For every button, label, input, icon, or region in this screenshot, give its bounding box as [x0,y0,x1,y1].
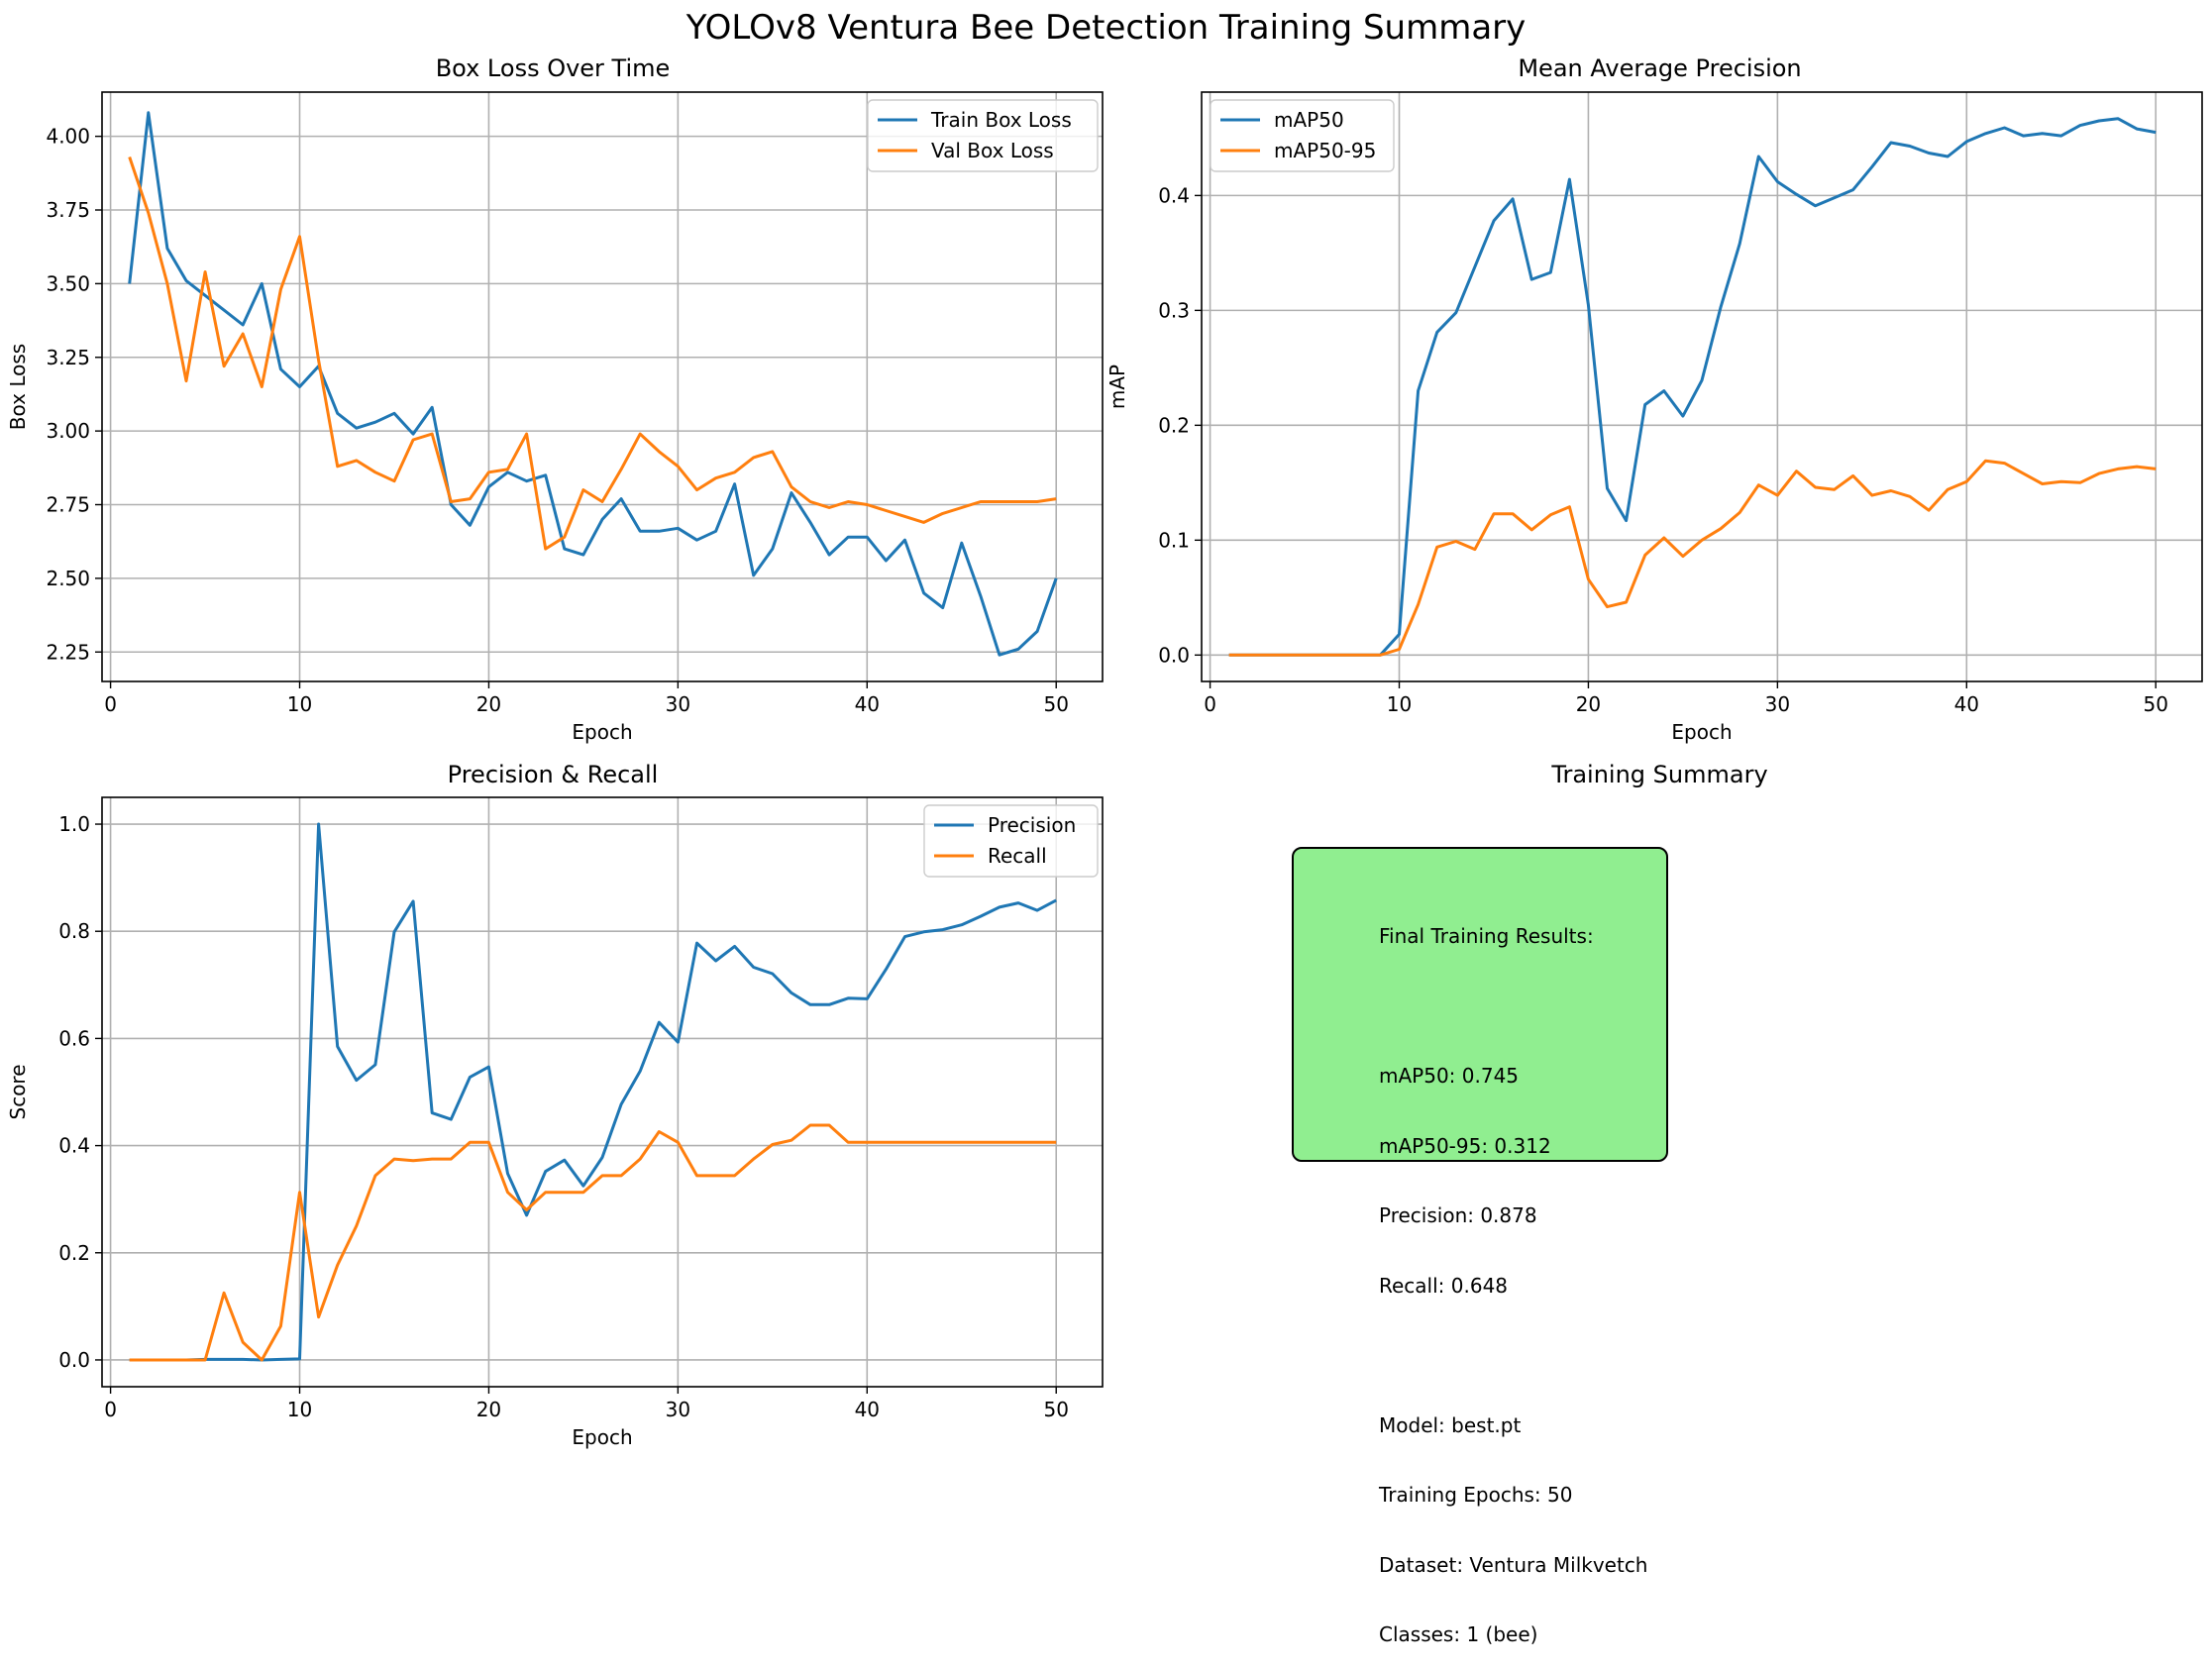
training-summary-title: Training Summary [1551,761,1768,788]
summary-line: Training Epochs: 50 [1379,1483,1573,1507]
y-tick-label: 0.2 [58,1241,90,1265]
series-line-a [129,822,1057,1362]
y-tick-label: 0.6 [58,1026,90,1050]
legend-label: Val Box Loss [931,139,1054,162]
x-tick-label: 0 [1204,692,1216,716]
y-axis-label: mAP [1106,365,1129,409]
x-tick-label: 10 [1387,692,1412,716]
summary-line [1379,995,1647,1019]
series-line-b [129,1123,1057,1362]
summary-text: Final Training Results: mAP50: 0.745 mAP… [1379,879,1647,1670]
y-tick-label: 0.4 [58,1134,90,1158]
x-tick-label: 30 [666,692,690,716]
y-tick-label: 0.0 [1158,643,1190,667]
precision-recall-chart-panel: Precision & Recall [0,761,1106,1454]
x-axis-label: Epoch [1671,720,1732,744]
y-tick-label: 3.25 [46,346,90,369]
plot-frame [101,796,1104,1388]
plot-frame [1201,91,2203,682]
legend-label: Recall [988,844,1047,868]
y-tick-label: 2.75 [46,493,90,517]
x-tick-label: 10 [287,1398,312,1421]
summary-box [1292,847,1668,1162]
summary-line [1379,1344,1647,1368]
x-tick-label: 20 [476,1398,501,1421]
y-tick-label: 3.75 [46,198,90,222]
summary-line: Classes: 1 (bee) [1379,1622,1538,1646]
series-line-b [1228,459,2157,657]
y-tick-label: 2.25 [46,640,90,664]
y-tick-label: 4.00 [46,125,90,149]
x-tick-label: 40 [1954,692,1979,716]
summary-line: Final Training Results: [1379,924,1594,948]
x-tick-label: 30 [666,1398,690,1421]
y-tick-label: 0.8 [58,919,90,943]
series-line-a [1228,117,2157,657]
summary-line: mAP50: 0.745 [1379,1064,1520,1088]
series-line-b [128,157,1057,551]
series-line-a [128,111,1058,657]
training-summary-panel: Training Summary [1107,761,2212,800]
summary-line: Model: best.pt [1379,1412,1522,1437]
chart-box_loss: 0 10 20 30 40 50 2.25 2.50 2.75 3.00 3.25 3.50 3.75 4… [6,91,1104,744]
x-axis-label: Epoch [572,720,632,744]
y-tick-label: 3.50 [46,271,90,295]
y-tick-label: 1.0 [58,812,90,836]
y-axis-label: Score [6,1064,30,1119]
map-chart-title: Mean Average Precision [1518,54,1802,82]
x-tick-label: 50 [1043,1398,1068,1421]
plot-frame [101,91,1104,682]
legend-label: Precision [988,813,1076,837]
box-loss-chart-title: Box Loss Over Time [435,54,671,82]
legend-box [867,99,1099,172]
legend-label: mAP50 [1274,108,1344,132]
page-title: YOLOv8 Ventura Bee Detection Training Su… [685,8,1527,48]
precision-recall-chart-title: Precision & Recall [447,761,659,788]
legend-label: Train Box Loss [930,108,1072,132]
x-tick-label: 20 [1576,692,1601,716]
y-tick-label: 0.0 [58,1348,90,1372]
x-axis-label: Epoch [572,1425,632,1449]
summary-line: Precision: 0.878 [1379,1203,1537,1227]
x-tick-label: 30 [1765,692,1790,716]
x-tick-label: 40 [855,692,880,716]
legend-box [923,804,1099,878]
y-tick-label: 0.4 [1158,183,1190,207]
y-tick-label: 0.2 [1158,413,1190,437]
map-chart-panel: Mean Average Precision [1107,54,2212,693]
legend-box [1210,99,1395,172]
x-tick-label: 50 [1043,692,1068,716]
y-axis-label: Box Loss [6,344,30,430]
y-tick-label: 0.1 [1158,528,1190,552]
summary-line: Dataset: Ventura Milkvetch [1379,1552,1648,1577]
y-tick-label: 0.3 [1158,298,1190,322]
box-loss-chart-panel: Box Loss Over Time [0,54,1106,693]
chart-pr: 0 10 20 30 40 50 0.0 0.2 0.4 0.6 0.8 1.0 Epoch Score P… [6,796,1104,1449]
x-tick-label: 0 [104,1398,117,1421]
y-tick-label: 2.50 [46,567,90,590]
summary-line: Recall: 0.648 [1379,1273,1509,1298]
x-tick-label: 50 [2143,692,2167,716]
y-tick-label: 3.00 [46,419,90,443]
legend-label: mAP50-95 [1274,139,1376,162]
charts-canvas: 0 10 20 30 40 50 2.25 2.50 2.75 3.00 3.25 3.50 3.75 4… [6,91,2203,1449]
x-tick-label: 0 [104,692,117,716]
x-tick-label: 20 [476,692,501,716]
x-tick-label: 10 [287,692,312,716]
chart-map: 0 10 20 30 40 50 0.0 0.1 0.2 0.3 0.4 Epoch mAP mAP50 m… [1106,91,2203,744]
x-tick-label: 40 [855,1398,880,1421]
summary-line: mAP50-95: 0.312 [1379,1133,1551,1158]
